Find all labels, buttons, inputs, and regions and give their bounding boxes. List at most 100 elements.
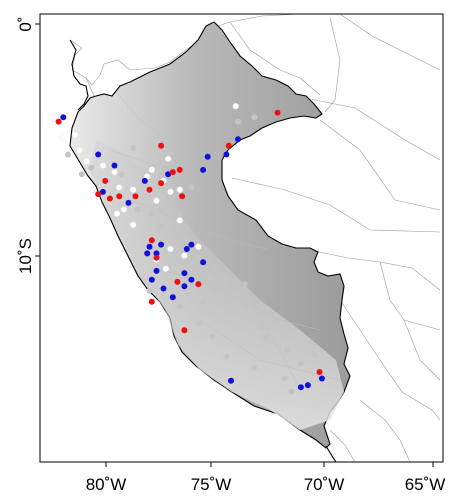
station-marker-grey <box>158 206 165 213</box>
station-marker-white <box>116 184 123 191</box>
station-marker-red <box>132 193 139 200</box>
station-marker-red <box>316 369 323 375</box>
station-marker-grey <box>88 164 95 171</box>
station-marker-grey <box>176 303 183 310</box>
station-marker-grey <box>176 210 183 217</box>
station-marker-white <box>195 243 202 250</box>
station-marker-red <box>179 193 186 200</box>
station-marker-grey <box>78 171 85 178</box>
station-marker-white <box>71 131 79 138</box>
station-marker-red <box>169 169 176 176</box>
station-marker-blue <box>148 276 155 283</box>
department-borders <box>109 95 341 391</box>
station-marker-blue <box>200 166 207 173</box>
station-marker-grey <box>235 292 241 299</box>
y-tick-label-10s: 10˚S <box>16 238 35 274</box>
station-marker-grey <box>158 224 165 230</box>
station-marker-grey <box>251 114 258 121</box>
station-marker-red <box>146 186 153 193</box>
station-marker-red <box>174 278 181 285</box>
station-marker-red <box>95 191 102 198</box>
station-marker-white <box>111 168 118 176</box>
station-marker-grey <box>134 206 141 213</box>
station-marker-grey <box>283 347 290 353</box>
station-marker-grey <box>165 127 172 134</box>
station-marker-blue <box>153 250 160 257</box>
station-marker-blue <box>183 246 190 252</box>
station-marker-red <box>148 237 155 244</box>
station-marker-blue <box>141 177 148 184</box>
station-marker-grey <box>130 145 137 151</box>
station-marker-red <box>176 166 183 173</box>
station-marker-blue <box>144 250 151 257</box>
station-marker-grey <box>297 360 304 367</box>
station-marker-red <box>55 118 62 125</box>
station-marker-grey <box>209 333 216 340</box>
station-marker-blue <box>181 283 188 290</box>
station-marker-blue <box>146 243 153 250</box>
station-marker-blue <box>200 259 207 266</box>
station-markers <box>55 103 325 395</box>
x-tick-label-75w: 75˚W <box>191 475 232 494</box>
station-marker-red <box>153 254 160 261</box>
station-marker-white <box>167 188 174 196</box>
station-marker-grey <box>223 298 230 305</box>
station-marker-white <box>176 186 183 193</box>
station-marker-blue <box>304 382 311 389</box>
station-marker-blue <box>223 151 230 158</box>
station-marker-blue <box>169 294 176 301</box>
station-marker-red <box>148 298 155 305</box>
station-marker-blue <box>188 241 195 248</box>
station-marker-red <box>158 180 165 187</box>
station-marker-grey <box>288 388 295 395</box>
station-marker-white <box>130 221 137 228</box>
station-marker-blue <box>181 270 188 277</box>
station-marker-white <box>76 147 83 154</box>
station-marker-blue <box>297 384 304 391</box>
station-marker-blue <box>204 153 211 160</box>
station-marker-white <box>167 245 174 253</box>
station-marker-grey <box>281 375 288 382</box>
station-marker-red <box>116 193 123 200</box>
station-marker-red <box>195 281 202 288</box>
station-marker-grey <box>242 281 248 288</box>
y-tick-label-0: 0˚ <box>16 16 35 31</box>
station-marker-grey <box>211 263 218 270</box>
station-marker-grey <box>195 320 202 327</box>
station-marker-white <box>232 103 239 110</box>
station-marker-white <box>60 133 67 141</box>
station-marker-white <box>120 206 128 213</box>
station-marker-grey <box>223 353 230 360</box>
station-marker-blue <box>125 199 132 206</box>
station-marker-red <box>158 142 165 149</box>
station-marker-blue <box>60 114 67 121</box>
station-marker-white <box>113 210 121 217</box>
station-marker-blue <box>153 267 160 274</box>
station-marker-white <box>181 252 188 259</box>
station-marker-grey <box>263 333 269 340</box>
station-marker-grey <box>311 351 318 358</box>
station-marker-grey <box>148 210 155 217</box>
station-marker-red <box>102 177 109 184</box>
station-marker-white <box>130 186 137 193</box>
station-marker-blue <box>228 377 234 384</box>
station-marker-white <box>164 155 172 163</box>
station-marker-grey <box>200 298 207 305</box>
station-marker-blue <box>111 162 118 169</box>
x-tick-label-65w: 65˚W <box>405 475 446 494</box>
station-marker-red <box>225 142 232 149</box>
station-marker-grey <box>195 254 202 261</box>
station-marker-blue <box>235 136 241 143</box>
station-marker-blue <box>165 171 172 178</box>
station-marker-blue <box>188 276 195 283</box>
x-tick-label-80w: 80˚W <box>86 475 127 494</box>
station-marker-red <box>106 195 113 202</box>
station-marker-grey <box>118 171 125 178</box>
station-marker-grey <box>146 287 153 294</box>
station-marker-grey <box>258 325 265 331</box>
station-marker-blue <box>99 188 106 195</box>
station-marker-white <box>176 217 183 224</box>
station-marker-blue <box>318 375 325 382</box>
station-marker-white <box>99 162 107 169</box>
